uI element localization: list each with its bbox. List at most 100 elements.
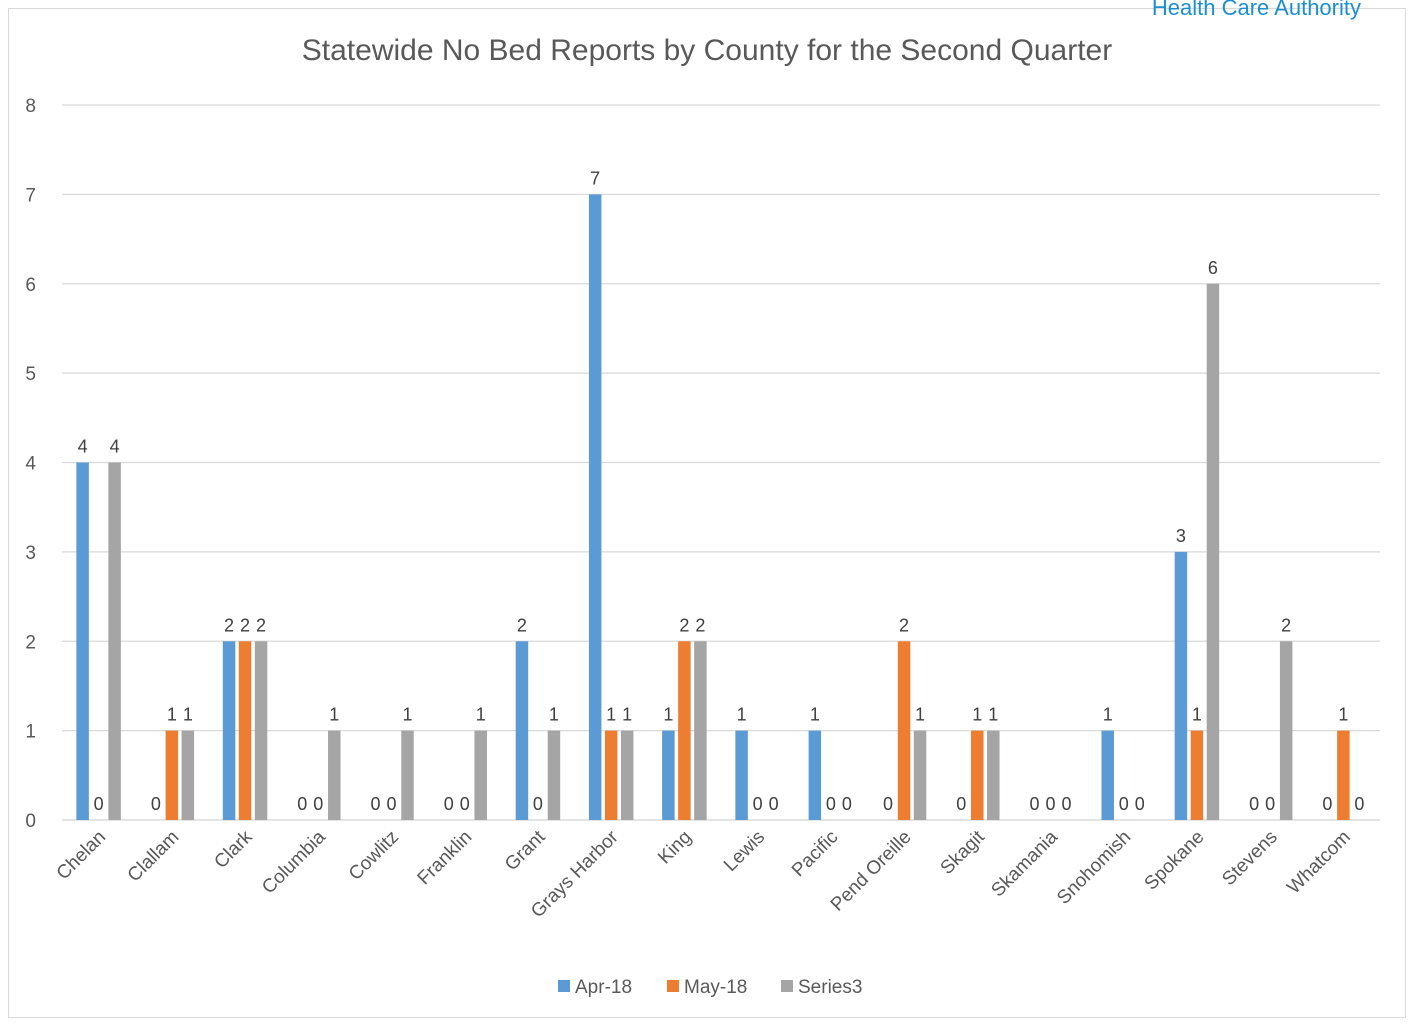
data-label: 0 (1061, 794, 1071, 814)
bar (328, 730, 341, 820)
data-label: 2 (224, 615, 234, 635)
data-label: 1 (402, 705, 412, 725)
x-tick-label: Clark (210, 826, 257, 873)
y-tick-label: 5 (25, 364, 36, 385)
bar (913, 730, 927, 820)
data-label: 0 (151, 794, 161, 814)
data-label: 1 (915, 705, 925, 725)
bar (735, 730, 748, 820)
data-label: 1 (167, 705, 177, 725)
x-tick-label: Columbia (258, 826, 330, 898)
x-tick-label: Spokane (1141, 827, 1209, 895)
bar (254, 641, 268, 820)
legend-swatch (781, 980, 793, 992)
y-tick-label: 3 (25, 543, 36, 564)
data-label: 1 (329, 705, 339, 725)
data-label: 2 (695, 615, 705, 635)
x-axis: Chelan Clallam Clark Columbia Cowlitz Frankli… (53, 826, 1355, 922)
data-label: 1 (1192, 705, 1202, 725)
data-label: 7 (590, 168, 600, 188)
data-label: 0 (1265, 794, 1275, 814)
y-tick-label: 6 (25, 275, 36, 296)
x-tick-label: Chelan (53, 827, 110, 884)
data-label: 2 (899, 615, 909, 635)
y-tick-label: 2 (25, 632, 36, 653)
bar (604, 730, 618, 820)
data-label: 0 (883, 794, 893, 814)
data-label: 0 (1045, 794, 1055, 814)
data-label: 0 (1322, 794, 1332, 814)
x-tick-label: Skamania (987, 826, 1062, 901)
bar (694, 641, 707, 820)
data-label: 1 (1338, 705, 1348, 725)
x-tick-label: Snohomish (1053, 827, 1135, 909)
bar (547, 730, 561, 820)
data-label: 0 (1135, 794, 1145, 814)
bar (1279, 641, 1293, 820)
data-label: 1 (1103, 705, 1113, 725)
data-label: 2 (517, 615, 527, 635)
data-label: 0 (753, 794, 763, 814)
data-label: 0 (1249, 794, 1259, 814)
data-label: 2 (240, 615, 250, 635)
data-label: 0 (386, 794, 396, 814)
bar (401, 730, 414, 820)
legend-label: Series3 (798, 977, 862, 998)
y-tick-label: 0 (25, 811, 36, 832)
data-label: 1 (549, 705, 559, 725)
data-label: 1 (622, 705, 632, 725)
x-tick-label: Pacific (788, 827, 842, 881)
data-label: 0 (297, 794, 307, 814)
bar (181, 730, 195, 820)
bar (678, 641, 691, 820)
bar (1190, 730, 1204, 820)
legend: Apr-18 May-18 Series3 (558, 977, 862, 998)
bar (808, 730, 822, 820)
bar (238, 641, 252, 820)
bar (897, 641, 911, 820)
bar (588, 194, 602, 820)
legend-label: Apr-18 (575, 977, 632, 998)
data-label: 0 (1119, 794, 1129, 814)
x-tick-label: Whatcom (1283, 827, 1355, 899)
data-label: 1 (810, 705, 820, 725)
data-label: 0 (313, 794, 323, 814)
x-tick-label: Cowlitz (345, 827, 403, 885)
data-label: 4 (110, 437, 120, 457)
gridlines (62, 104, 1380, 821)
brand-text: Health Care Authority (1151, 0, 1361, 20)
data-label: 0 (826, 794, 836, 814)
x-tick-label: Grant (501, 826, 550, 875)
data-label: 6 (1208, 258, 1218, 278)
chart-title: Statewide No Bed Reports by County for t… (302, 34, 1112, 67)
data-label: 0 (370, 794, 380, 814)
data-label: 0 (956, 794, 966, 814)
bar (108, 462, 121, 820)
data-label: 0 (460, 794, 470, 814)
legend-swatch (667, 980, 679, 992)
x-tick-label: Skagit (937, 826, 990, 879)
bar (1337, 730, 1350, 820)
y-tick-label: 8 (25, 96, 36, 117)
data-label: 1 (737, 705, 747, 725)
bars (76, 194, 1350, 820)
data-label: 0 (533, 794, 543, 814)
data-label: 4 (78, 437, 88, 457)
data-label: 1 (606, 705, 616, 725)
data-label: 0 (444, 794, 454, 814)
data-label: 0 (94, 794, 104, 814)
legend-swatch (558, 980, 570, 992)
bar (987, 730, 1000, 820)
x-tick-label: Lewis (720, 827, 769, 876)
y-tick-label: 7 (25, 185, 36, 206)
bar (1101, 730, 1114, 820)
y-tick-label: 4 (25, 454, 36, 475)
y-axis: 0 1 2 3 4 5 6 7 8 (25, 96, 36, 832)
bar (620, 730, 634, 820)
y-tick-label: 1 (25, 722, 36, 743)
bar (165, 730, 179, 820)
data-label: 1 (476, 705, 486, 725)
data-label: 3 (1176, 526, 1186, 546)
